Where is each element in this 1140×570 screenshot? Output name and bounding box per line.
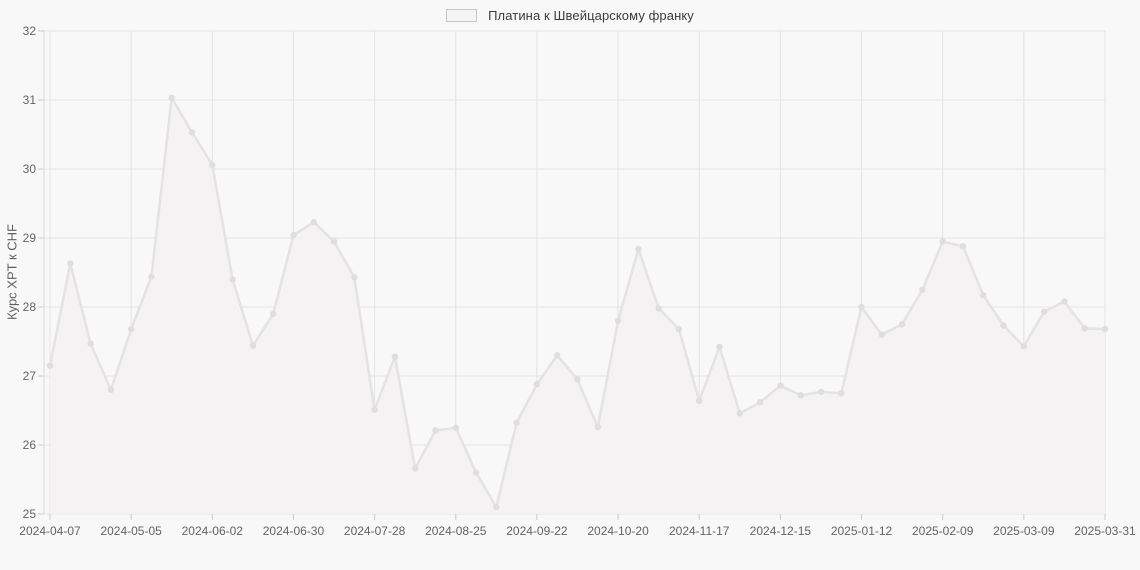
data-point-marker[interactable] xyxy=(1000,322,1007,329)
data-point-marker[interactable] xyxy=(797,392,804,399)
data-point-marker[interactable] xyxy=(128,325,135,333)
data-point-marker[interactable] xyxy=(1101,325,1109,333)
data-point-marker[interactable] xyxy=(351,274,358,281)
data-point-marker[interactable] xyxy=(736,410,743,417)
data-point-marker[interactable] xyxy=(1040,308,1048,315)
y-tick-label: 32 xyxy=(22,24,36,38)
x-tick-label: 2024-05-05 xyxy=(100,524,162,538)
x-tick-label: 2024-08-25 xyxy=(425,524,487,538)
x-tick-label: 2025-03-09 xyxy=(993,524,1055,538)
data-point-marker[interactable] xyxy=(452,424,459,431)
x-tick-label: 2024-07-28 xyxy=(343,524,406,538)
data-point-marker[interactable] xyxy=(330,238,338,245)
data-point-marker[interactable] xyxy=(594,423,601,431)
data-point-marker[interactable] xyxy=(270,310,277,318)
legend: Платина к Швейцарскому франку xyxy=(0,6,1140,24)
data-point-marker[interactable] xyxy=(533,381,541,388)
data-point-marker[interactable] xyxy=(939,238,946,245)
data-point-marker[interactable] xyxy=(1020,343,1027,350)
data-point-marker[interactable] xyxy=(209,161,216,169)
data-point-marker[interactable] xyxy=(472,469,480,476)
data-point-marker[interactable] xyxy=(898,321,906,328)
y-tick-label: 25 xyxy=(22,507,36,521)
x-tick-label: 2024-12-15 xyxy=(749,524,812,538)
data-point-marker[interactable] xyxy=(696,397,703,404)
data-point-marker[interactable] xyxy=(554,352,561,359)
y-tick-label: 31 xyxy=(22,93,36,107)
data-point-marker[interactable] xyxy=(655,305,662,312)
x-tick-label: 2025-02-09 xyxy=(911,524,974,538)
legend-series-swatch-icon xyxy=(446,8,478,22)
data-point-marker[interactable] xyxy=(310,218,317,226)
x-tick-label: 2024-10-20 xyxy=(587,524,649,538)
data-point-marker[interactable] xyxy=(635,245,642,253)
x-tick-label: 2024-04-07 xyxy=(19,524,81,538)
x-tick-label: 2024-09-22 xyxy=(506,524,568,538)
data-point-marker[interactable] xyxy=(412,465,419,472)
data-point-marker[interactable] xyxy=(878,331,885,338)
legend-item-platinum[interactable]: Платина к Швейцарскому франку xyxy=(446,8,694,23)
data-point-marker[interactable] xyxy=(716,343,723,351)
data-point-marker[interactable] xyxy=(858,303,865,311)
data-point-marker[interactable] xyxy=(107,386,115,393)
data-point-marker[interactable] xyxy=(513,419,520,427)
y-tick-label: 29 xyxy=(22,231,36,245)
data-point-marker[interactable] xyxy=(919,286,926,293)
series-area-fill xyxy=(50,97,1105,515)
data-point-marker[interactable] xyxy=(574,376,581,383)
data-point-marker[interactable] xyxy=(959,243,967,250)
data-point-marker[interactable] xyxy=(168,94,175,102)
x-tick-label: 2025-01-12 xyxy=(830,524,893,538)
data-point-marker[interactable] xyxy=(817,388,825,396)
data-point-marker[interactable] xyxy=(249,342,257,349)
y-tick-label: 28 xyxy=(22,300,36,314)
data-point-marker[interactable] xyxy=(777,382,784,389)
y-tick-label: 27 xyxy=(22,369,36,383)
data-point-marker[interactable] xyxy=(290,232,297,239)
data-point-marker[interactable] xyxy=(229,276,236,283)
data-point-marker[interactable] xyxy=(1081,325,1088,332)
data-point-marker[interactable] xyxy=(391,353,399,360)
x-tick-label: 2024-06-02 xyxy=(181,524,243,538)
data-point-marker[interactable] xyxy=(675,325,683,333)
x-tick-label: 2024-11-17 xyxy=(668,524,730,538)
data-point-marker[interactable] xyxy=(1061,298,1068,305)
data-point-marker[interactable] xyxy=(371,406,378,413)
legend-series-label: Платина к Швейцарскому франку xyxy=(488,7,694,23)
data-point-marker[interactable] xyxy=(432,427,439,434)
data-point-marker[interactable] xyxy=(188,129,196,136)
data-point-marker[interactable] xyxy=(756,399,764,406)
data-point-marker[interactable] xyxy=(614,317,622,324)
data-point-marker[interactable] xyxy=(838,390,845,397)
data-point-marker[interactable] xyxy=(67,260,74,267)
data-point-marker[interactable] xyxy=(980,292,987,299)
data-point-marker[interactable] xyxy=(87,340,94,347)
data-point-marker[interactable] xyxy=(46,362,54,369)
data-point-marker[interactable] xyxy=(493,503,500,511)
x-tick-label: 2025-03-31 xyxy=(1074,524,1136,538)
y-tick-label: 26 xyxy=(22,438,36,452)
x-tick-label: 2024-06-30 xyxy=(262,524,325,538)
data-point-marker[interactable] xyxy=(148,273,155,280)
y-tick-label: 30 xyxy=(22,162,36,176)
